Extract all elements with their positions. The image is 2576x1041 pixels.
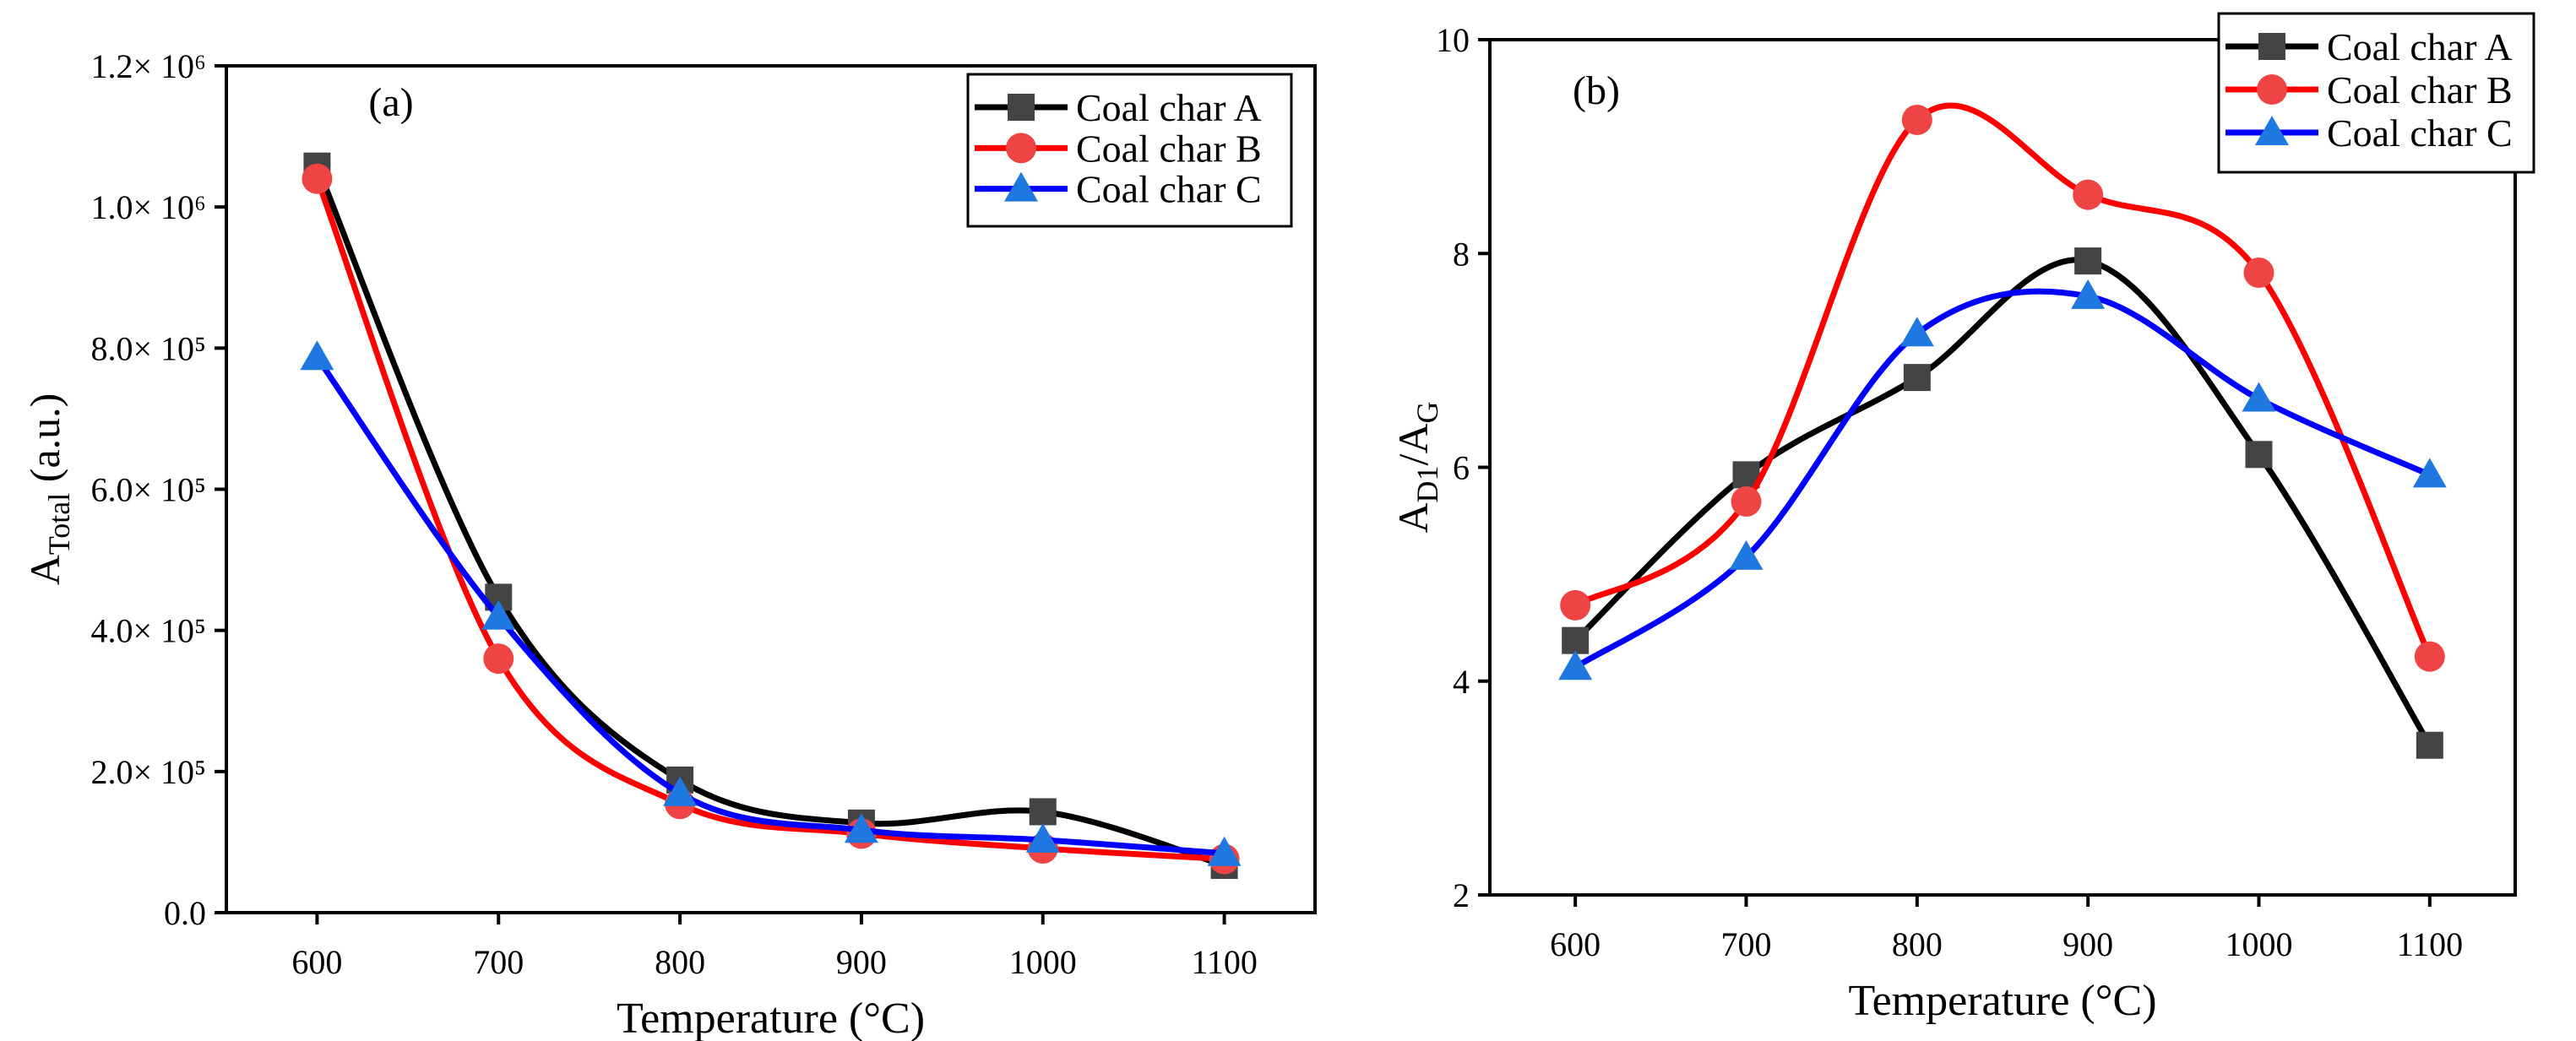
x-tick-label: 1000 xyxy=(2225,925,2293,963)
legend-marker-circle-icon xyxy=(1006,133,1036,164)
x-tick-label: 700 xyxy=(473,943,524,981)
series-line xyxy=(1573,257,2432,747)
legend-marker-triangle-icon xyxy=(1004,171,1038,202)
data-point xyxy=(1729,539,1764,570)
legend-marker-circle-icon xyxy=(2257,74,2287,105)
series-coal-char-a xyxy=(1562,247,2443,759)
data-point xyxy=(1025,822,1060,853)
legend-label: Coal char C xyxy=(1076,168,1262,211)
data-point xyxy=(1560,589,1591,621)
y-tick-label: 6.0× 10⁵ xyxy=(90,471,206,509)
y-tick-label: 1.2× 10⁶ xyxy=(90,47,206,85)
data-point xyxy=(2416,731,2443,759)
data-point xyxy=(1562,626,1590,654)
y-axis-label: AD1/AG xyxy=(1389,401,1444,533)
data-point xyxy=(844,813,878,843)
data-point xyxy=(2073,179,2104,210)
legend-marker-triangle-icon xyxy=(2255,116,2289,145)
series-coal-char-b xyxy=(1560,102,2445,672)
x-tick-label: 600 xyxy=(1550,925,1600,963)
data-point xyxy=(2412,458,2447,488)
y-tick-label: 6 xyxy=(1453,449,1470,487)
x-tick-label: 700 xyxy=(1721,925,1772,963)
series-coal-char-c xyxy=(1558,279,2447,680)
series-line xyxy=(314,165,1226,869)
series-coal-char-b xyxy=(302,163,1240,875)
x-tick-label: 1100 xyxy=(2397,925,2464,963)
data-point xyxy=(1029,798,1057,826)
data-point xyxy=(2242,382,2276,412)
y-axis-label: ATotal (a.u.) xyxy=(21,393,76,586)
panel-label: (a) xyxy=(368,80,413,125)
data-point xyxy=(1558,650,1593,680)
chart-a: 600 700 800 900 1000 1100 0.0 2.0× 10⁵ 4.0× 10⁵ 6… xyxy=(21,47,1317,1041)
y-tick-label: 8.0× 10⁵ xyxy=(90,329,206,367)
y-tick-label: 1.0× 10⁶ xyxy=(90,188,206,226)
y-tick-label: 10 xyxy=(1436,21,1470,59)
y-label-main: A xyxy=(21,555,68,585)
y-tick-label: 4.0× 10⁵ xyxy=(90,612,206,650)
data-point xyxy=(2414,641,2445,672)
data-point xyxy=(663,776,698,806)
legend-label: Coal char B xyxy=(1076,127,1262,170)
data-point xyxy=(481,599,516,630)
y-label-rest: /A xyxy=(1389,423,1437,465)
data-point xyxy=(2071,279,2106,309)
series-line xyxy=(314,177,1225,862)
x-tick-label: 600 xyxy=(291,943,342,981)
data-point xyxy=(2074,247,2102,275)
legend-label: Coal char A xyxy=(1076,86,1262,129)
series-coal-char-a xyxy=(303,152,1238,879)
data-point xyxy=(1899,317,1934,347)
series-coal-char-c xyxy=(300,340,1242,866)
data-point xyxy=(2245,441,2273,469)
data-point xyxy=(302,163,333,194)
y-label-sub: Total xyxy=(42,493,76,555)
data-point xyxy=(1903,364,1931,392)
legend-marker-square-icon xyxy=(2258,33,2285,60)
legend-label: Coal char A xyxy=(2327,25,2513,68)
y-label-main: A xyxy=(1389,502,1437,533)
panel-label: (b) xyxy=(1573,68,1620,113)
y-tick-label: 0.0 xyxy=(164,894,206,932)
y-label-rest: (a.u.) xyxy=(21,393,68,493)
legend-marker-square-icon xyxy=(1008,94,1035,121)
x-tick-label: 800 xyxy=(655,943,705,981)
y-label-sub2: G xyxy=(1410,401,1444,423)
series-line xyxy=(314,355,1225,857)
data-point xyxy=(1731,486,1762,518)
y-tick-label: 8 xyxy=(1453,235,1470,273)
y-tick-label: 2 xyxy=(1453,876,1470,914)
chart-b: 600 700 800 900 1000 1100 2 4 6 8 10 Temperature (°… xyxy=(1389,12,2535,1025)
y-tick-label: 2.0× 10⁵ xyxy=(90,753,206,791)
data-point xyxy=(1901,104,1932,135)
legend-label: Coal char C xyxy=(2327,111,2513,155)
legend-label: Coal char B xyxy=(2327,68,2513,111)
data-point xyxy=(1207,836,1242,866)
x-axis-label: Temperature (°C) xyxy=(617,995,925,1041)
data-point xyxy=(483,643,514,675)
y-label-sub: D1 xyxy=(1410,465,1444,502)
data-point xyxy=(300,340,334,371)
x-tick-label: 900 xyxy=(2062,925,2113,963)
series-line xyxy=(1573,102,2433,659)
x-tick-label: 900 xyxy=(836,943,887,981)
data-point xyxy=(2243,258,2274,289)
x-axis-label: Temperature (°C) xyxy=(1848,977,2156,1025)
x-tick-label: 800 xyxy=(1892,925,1943,963)
x-tick-label: 1100 xyxy=(1191,943,1258,981)
y-tick-label: 4 xyxy=(1453,663,1470,701)
x-tick-label: 1000 xyxy=(1009,943,1077,981)
